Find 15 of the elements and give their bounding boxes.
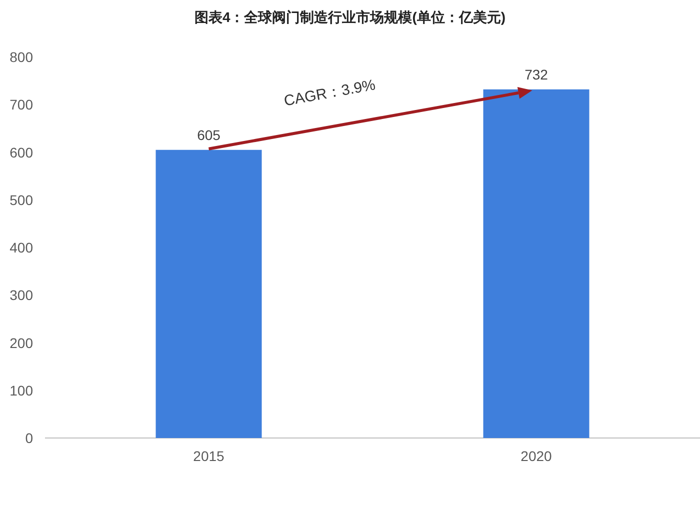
y-tick-label: 500 (10, 192, 34, 208)
y-tick-label: 800 (10, 49, 34, 65)
y-tick-label: 0 (25, 430, 34, 446)
annotation: CAGR：3.9% (282, 76, 377, 110)
y-tick-label: 700 (10, 96, 34, 113)
x-tick-label: 2015 (193, 448, 225, 464)
y-tick-label: 200 (10, 334, 34, 351)
x-tick-label: 2020 (520, 448, 552, 464)
data-label: 605 (197, 126, 221, 143)
y-tick-label: 300 (10, 287, 34, 304)
data-label: 732 (524, 66, 548, 82)
y-tick-label: 100 (10, 382, 34, 398)
chart-title: 图表4：全球阀门制造行业市场规模(单位：亿美元) (194, 9, 506, 25)
y-tick-label: 600 (10, 144, 34, 160)
y-tick-label: 400 (10, 240, 34, 256)
